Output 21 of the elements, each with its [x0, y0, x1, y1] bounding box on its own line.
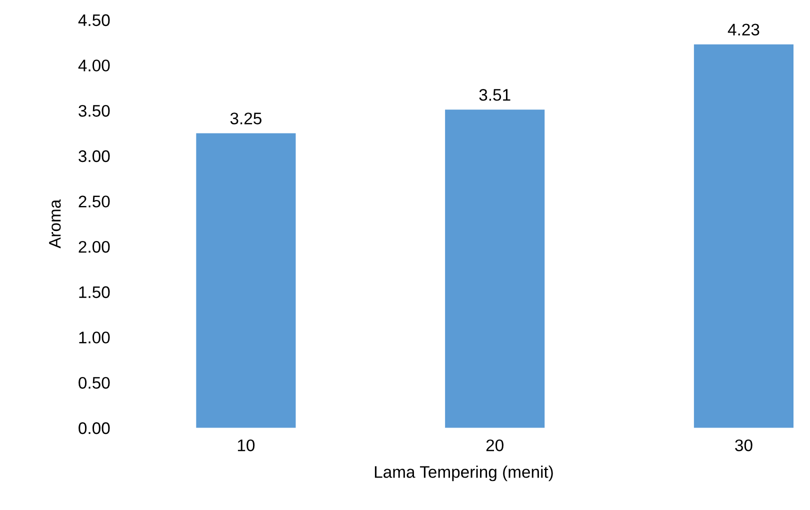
data-label: 3.25 — [230, 112, 262, 124]
data-label: 3.51 — [479, 89, 510, 101]
y-tick-label: 3.00 — [78, 150, 110, 162]
x-tick-label: 20 — [486, 439, 504, 452]
x-tick-label: 30 — [735, 439, 752, 452]
x-tick-label: 10 — [238, 439, 255, 452]
data-label: 4.23 — [728, 24, 760, 36]
y-tick-label: 2.50 — [78, 196, 110, 208]
y-tick-label: 0.00 — [78, 422, 110, 434]
x-axis-title: Lama Tempering (menit) — [374, 466, 553, 482]
y-tick-label: 4.00 — [78, 60, 110, 72]
bar — [694, 44, 794, 428]
y-axis-title: Aroma — [49, 199, 61, 248]
bar — [196, 133, 296, 428]
y-tick-label: 0.50 — [78, 376, 110, 389]
y-tick-label: 1.00 — [79, 332, 110, 344]
y-tick-label: 2.00 — [78, 240, 110, 253]
y-tick-label: 3.50 — [78, 104, 110, 117]
bar — [445, 110, 545, 428]
y-tick-label: 4.50 — [78, 14, 110, 26]
y-tick-label: 1.50 — [79, 286, 110, 298]
